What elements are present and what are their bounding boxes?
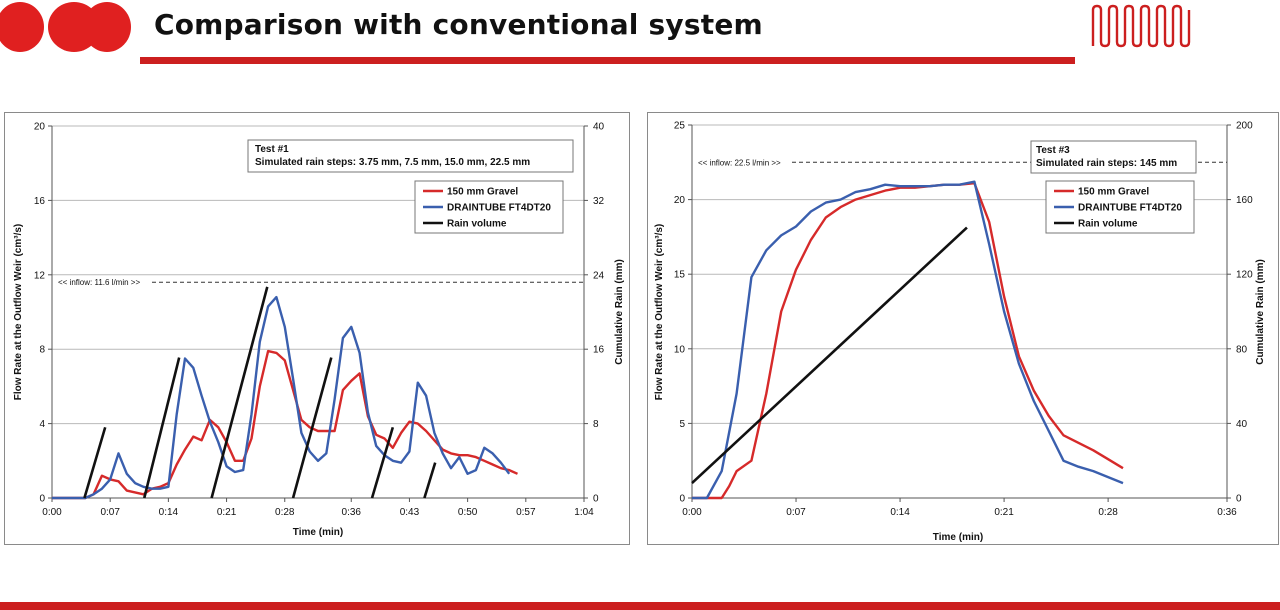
- y-tick-label: 8: [39, 345, 45, 356]
- legend-label: DRAINTUBE FT4DT20: [447, 203, 551, 214]
- y-tick-label: 5: [679, 419, 685, 430]
- x-tick-label: 0:43: [400, 507, 420, 518]
- x-axis-label: Time (min): [293, 527, 343, 538]
- test-title: Test #3: [1036, 145, 1070, 156]
- title-underline: [140, 57, 1075, 64]
- test-title: Test #1: [255, 144, 289, 155]
- y-axis-label: Flow Rate at the Outflow Weir (cm³/s): [654, 224, 665, 401]
- x-tick-label: 0:07: [786, 507, 806, 518]
- y2-axis-label: Cumulative Rain (mm): [614, 259, 625, 365]
- gravel-series-line: [692, 181, 1124, 500]
- chart-test-1: 0 4 8 12 16 20 0 8 16 24 32 40 0:00 0:07 0:14 0:21 0:28 0…: [13, 122, 625, 539]
- x-tick-label: 0:07: [100, 507, 120, 518]
- legend: [1045, 180, 1195, 234]
- x-tick-label: 0:28: [275, 507, 295, 518]
- draintube-series-line: [52, 295, 511, 500]
- x-tick-label: 0:00: [42, 507, 62, 518]
- x-tick-label: 0:21: [994, 507, 1014, 518]
- rain-volume-segment: [83, 426, 107, 499]
- legend-label: Rain volume: [1078, 219, 1138, 230]
- y2-tick-label: 160: [1236, 195, 1253, 206]
- x-tick-label: 0:57: [516, 507, 536, 518]
- y-tick-label: 0: [39, 494, 45, 505]
- chart-test-1-panel: 0 4 8 12 16 20 0 8 16 24 32 40 0:00 0:07 0:14 0:21 0:28 0…: [4, 112, 630, 545]
- y-tick-label: 0: [679, 494, 685, 505]
- rain-volume-segment: [691, 226, 968, 485]
- y2-tick-label: 24: [593, 270, 605, 281]
- x-tick-label: 0:21: [217, 507, 237, 518]
- inflow-label: << inflow: 11.6 l/min >>: [58, 278, 140, 287]
- x-tick-label: 0:50: [458, 507, 478, 518]
- y-tick-label: 25: [674, 121, 686, 132]
- x-tick-label: 0:28: [1098, 507, 1118, 518]
- y-axis-label: Flow Rate at the Outflow Weir (cm³/s): [13, 224, 24, 401]
- rain-volume-segment: [370, 426, 395, 499]
- footer-bar: [0, 602, 1280, 610]
- rain-volume-segment: [423, 462, 437, 499]
- y2-tick-label: 40: [1236, 419, 1248, 430]
- test-subtitle: Simulated rain steps: 145 mm: [1036, 158, 1177, 169]
- legend-label: 150 mm Gravel: [1078, 187, 1149, 198]
- y2-tick-label: 200: [1236, 121, 1253, 132]
- rain-volume-segment: [210, 286, 269, 499]
- y-tick-label: 4: [39, 419, 45, 430]
- test-info-box: [247, 139, 574, 173]
- x-tick-label: 0:00: [682, 507, 702, 518]
- red-circles-icon: [0, 2, 131, 52]
- y-tick-label: 15: [674, 270, 686, 281]
- y2-tick-label: 80: [1236, 344, 1248, 355]
- test-subtitle: Simulated rain steps: 3.75 mm, 7.5 mm, 1…: [255, 157, 530, 168]
- y2-tick-label: 40: [593, 122, 605, 133]
- x-tick-label: 0:36: [342, 507, 362, 518]
- y-tick-label: 10: [674, 344, 686, 355]
- chart-test-3: 0 5 10 15 20 25 0 40 80 120 160 200 0:00 0:07 0:14 0:21…: [654, 121, 1266, 544]
- legend-label: Rain volume: [447, 219, 507, 230]
- slide-title: Comparison with conventional system: [154, 8, 763, 41]
- y-tick-label: 16: [34, 196, 46, 207]
- y2-tick-label: 8: [593, 419, 599, 430]
- draintube-series-line: [692, 180, 1124, 500]
- x-axis-label: Time (min): [933, 532, 983, 543]
- inflow-label: << inflow: 22.5 l/min >>: [698, 158, 781, 167]
- test-info-box: [1030, 140, 1197, 174]
- y2-tick-label: 0: [593, 494, 599, 505]
- chart-test-3-panel: 0 5 10 15 20 25 0 40 80 120 160 200 0:00 0:07 0:14 0:21…: [647, 112, 1279, 545]
- y2-tick-label: 32: [593, 196, 605, 207]
- x-tick-label: 0:14: [890, 507, 910, 518]
- y2-tick-label: 0: [1236, 494, 1242, 505]
- rain-volume-segment: [143, 357, 181, 499]
- gravel-series-line: [52, 349, 518, 500]
- x-tick-label: 0:36: [1217, 507, 1237, 518]
- y2-tick-label: 16: [593, 345, 605, 356]
- y2-tick-label: 120: [1236, 270, 1253, 281]
- legend-label: DRAINTUBE FT4DT20: [1078, 203, 1182, 214]
- drain-tube-icon: [1091, 4, 1191, 48]
- x-tick-label: 1:04: [574, 507, 594, 518]
- y2-axis-label: Cumulative Rain (mm): [1255, 259, 1266, 365]
- y-tick-label: 20: [674, 195, 686, 206]
- x-tick-label: 0:14: [159, 507, 179, 518]
- y-tick-label: 12: [34, 270, 46, 281]
- y-tick-label: 20: [34, 122, 46, 133]
- rain-volume-segment: [291, 357, 333, 499]
- legend-label: 150 mm Gravel: [447, 187, 518, 198]
